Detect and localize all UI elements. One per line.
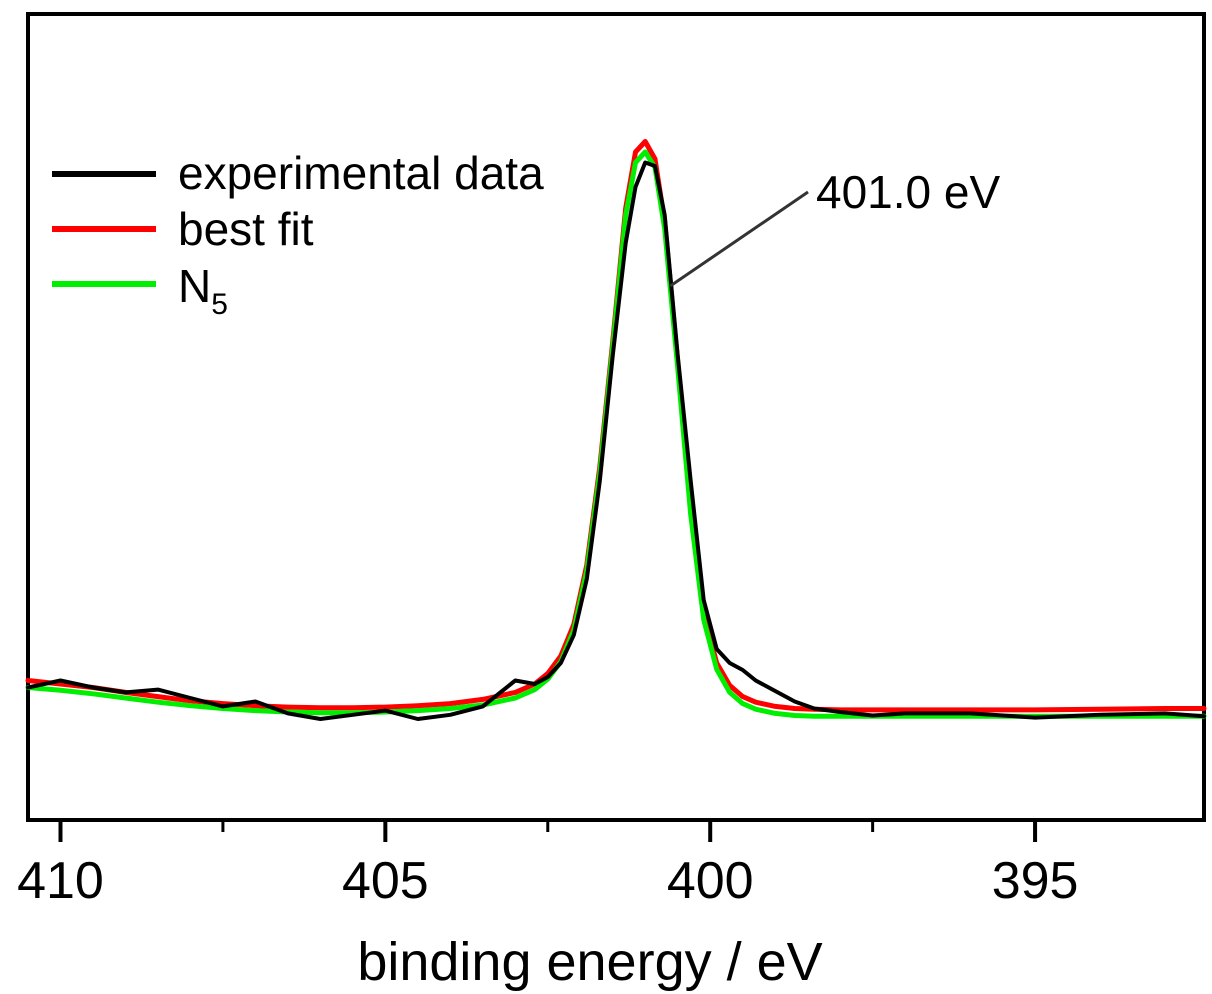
x-axis-label: binding energy / eV <box>357 932 822 992</box>
legend-label-best-fit: best fit <box>178 203 314 255</box>
legend-label-experimental: experimental data <box>178 147 544 199</box>
peak-annotation: 401.0 eV <box>816 166 1000 218</box>
annotation-leader-line <box>669 190 809 288</box>
x-tick-label: 410 <box>17 852 104 910</box>
legend: experimental data best fit N5 <box>52 147 544 321</box>
series-line-n5 <box>25 149 1207 719</box>
x-tick-label: 405 <box>342 852 429 910</box>
legend-label-n5-subscript: 5 <box>211 288 228 321</box>
series-line-experimental-data <box>26 160 1206 721</box>
series-layer <box>25 139 1207 721</box>
x-axis-ticks <box>58 820 1038 842</box>
x-tick-label: 400 <box>667 852 754 910</box>
x-axis-tick-labels: 410 405 400 395 <box>17 852 1078 910</box>
plot-frame <box>26 12 1206 822</box>
x-tick-label: 395 <box>992 852 1079 910</box>
legend-label-n5-main: N <box>178 260 211 312</box>
legend-label-n5: N5 <box>178 260 228 321</box>
